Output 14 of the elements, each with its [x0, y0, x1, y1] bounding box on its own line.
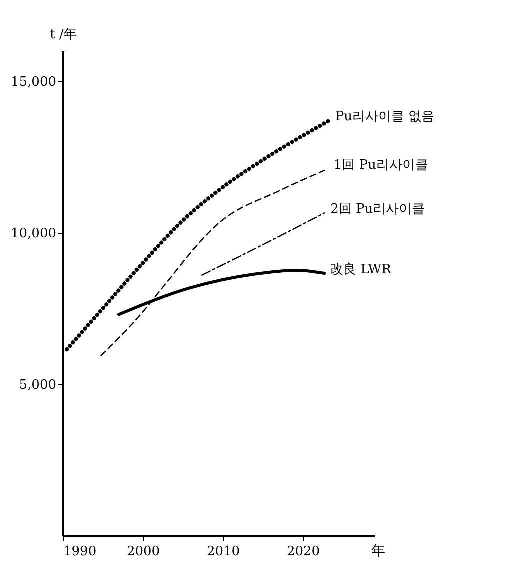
x-tick-label: 2000 [126, 544, 160, 560]
y-axis-title: t /年 [50, 28, 77, 42]
series-label: 2回 Pu리사이클 [330, 202, 426, 218]
x-tick-label: 2020 [286, 544, 320, 560]
series-label: Pu리사이클 없음 [335, 110, 435, 125]
x-tick-label: 1990 [64, 544, 97, 560]
x-tick-label: 2010 [206, 544, 240, 560]
series-label: 改良 LWR [330, 262, 393, 278]
y-tick-label: 15,000 [11, 74, 56, 90]
y-tick-label: 5,000 [19, 378, 56, 393]
series-label: 1回 Pu리사이클 [334, 158, 428, 174]
line-series [100, 168, 328, 356]
x-axis-title: 年 [372, 544, 386, 560]
y-tick-label: 10,000 [11, 226, 56, 242]
